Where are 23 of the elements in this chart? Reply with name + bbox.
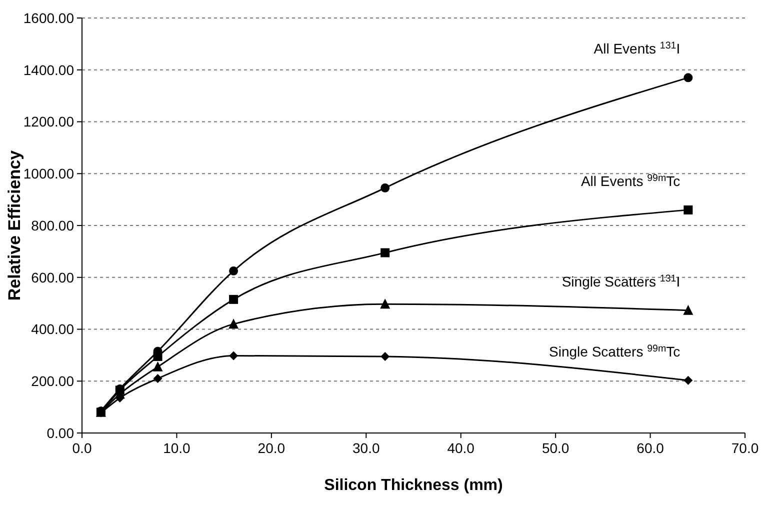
y-tick-label: 1200.00 <box>23 114 74 130</box>
y-axis-title: Relative Efficiency <box>5 150 24 301</box>
y-tick-label: 0.00 <box>46 424 74 441</box>
y-tick-label: 1600.00 <box>23 10 74 26</box>
y-tick-label: 600.00 <box>31 269 74 286</box>
x-tick-label: 50.0 <box>542 440 570 456</box>
x-tick-label: 20.0 <box>258 440 286 456</box>
x-tick-label: 30.0 <box>352 440 380 456</box>
x-axis-title: Silicon Thickness (mm) <box>324 477 503 494</box>
series-label: All Events $^{131}$I <box>594 40 680 57</box>
y-tick-label: 800.00 <box>31 217 74 234</box>
series-label: Single Scatters $^{131}$I <box>562 272 680 290</box>
x-tick-label: 40.0 <box>447 440 475 456</box>
y-tick-label: 1000.00 <box>23 166 74 182</box>
x-tick-label: 70.0 <box>731 440 759 456</box>
series-label: Single Scatters $^{99m}$Tc <box>549 342 680 360</box>
y-tick-label: 1400.00 <box>23 62 74 78</box>
x-tick-label: 10.0 <box>163 440 191 456</box>
y-tick-label: 200.00 <box>31 373 74 390</box>
x-tick-label: 60.0 <box>636 440 664 456</box>
y-tick-label: 400.00 <box>31 321 74 338</box>
x-tick-label: 0.0 <box>72 440 92 456</box>
series-label: All Events $^{99m}$Tc <box>580 172 680 189</box>
